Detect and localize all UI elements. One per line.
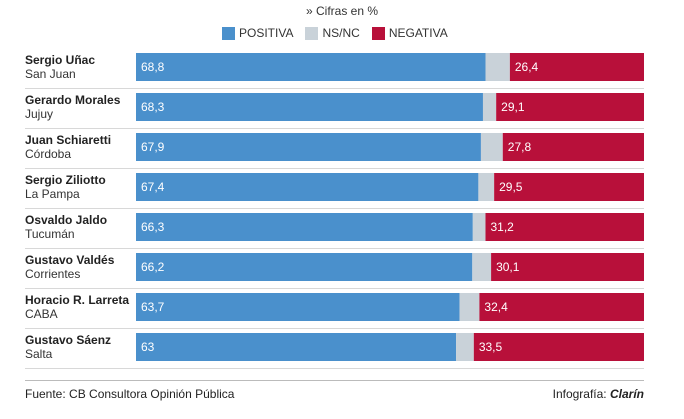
bar-negativa xyxy=(479,293,644,321)
legend-swatch-positiva xyxy=(222,26,235,40)
governor-province: Tucumán xyxy=(25,227,75,241)
bar-negativa xyxy=(509,53,644,81)
legend-item-nsnc: NS/NC xyxy=(305,26,360,40)
data-label-negativa: 31,2 xyxy=(491,220,515,234)
governor-province: San Juan xyxy=(25,67,76,81)
data-label-positiva: 63,7 xyxy=(141,300,165,314)
bar-nsnc xyxy=(478,173,495,201)
governor-name: Sergio Ziliotto xyxy=(25,173,106,187)
bar-nsnc xyxy=(472,213,486,241)
source-note: Fuente: CB Consultora Opinión Pública xyxy=(25,387,235,401)
bar-nsnc xyxy=(459,293,480,321)
bar-negativa xyxy=(502,133,644,161)
bar-negativa xyxy=(473,333,644,361)
bar-negativa xyxy=(485,213,644,241)
bar-positiva xyxy=(136,93,483,121)
governor-province: Corrientes xyxy=(25,267,80,281)
data-label-positiva: 68,8 xyxy=(141,60,165,74)
governor-name: Osvaldo Jaldo xyxy=(25,213,107,227)
bar-negativa xyxy=(491,253,644,281)
governor-name: Horacio R. Larreta xyxy=(25,293,129,307)
data-label-negativa: 29,1 xyxy=(501,100,525,114)
governor-province: Jujuy xyxy=(25,107,53,121)
credit-brand: Clarín xyxy=(609,387,644,401)
bar-positiva xyxy=(136,173,479,201)
data-label-negativa: 27,8 xyxy=(508,140,532,154)
legend-swatch-negativa xyxy=(371,26,385,40)
bar-nsnc xyxy=(456,333,474,361)
legend-label-positiva: POSITIVA xyxy=(239,26,294,40)
bar-nsnc xyxy=(480,133,503,161)
bar-nsnc xyxy=(472,253,492,281)
governor-province: Córdoba xyxy=(25,147,71,161)
data-label-positiva: 67,4 xyxy=(141,180,165,194)
data-label-negativa: 30,1 xyxy=(496,260,520,274)
data-label-negativa: 29,5 xyxy=(499,180,523,194)
governor-province: CABA xyxy=(25,307,58,321)
bar-positiva xyxy=(136,213,473,241)
legend-item-positiva: POSITIVA xyxy=(222,26,293,40)
bar-negativa xyxy=(496,93,644,121)
data-label-negativa: 32,4 xyxy=(484,300,508,314)
governor-name: Juan Schiaretti xyxy=(25,133,111,147)
credit-label: Infografía: xyxy=(552,387,610,401)
legend-swatch-nsnc xyxy=(305,26,319,40)
chart-subtitle: » Cifras en % xyxy=(305,4,379,18)
data-label-positiva: 67,9 xyxy=(141,140,165,154)
legend-item-negativa: NEGATIVA xyxy=(371,26,448,40)
governor-province: La Pampa xyxy=(25,187,80,201)
governor-name: Gustavo Sáenz xyxy=(25,333,111,347)
governor-name: Gustavo Valdés xyxy=(25,253,115,267)
governor-province: Salta xyxy=(25,347,53,361)
legend-label-negativa: NEGATIVA xyxy=(388,26,448,40)
chart-legend: POSITIVA NS/NC NEGATIVA xyxy=(222,26,460,40)
bar-positiva xyxy=(136,333,457,361)
bar-nsnc xyxy=(485,53,510,81)
data-label-negativa: 33,5 xyxy=(479,340,503,354)
bar-positiva xyxy=(136,133,481,161)
legend-label-nsnc: NS/NC xyxy=(322,26,360,40)
bar-positiva xyxy=(136,253,473,281)
credit: Infografía: Clarín xyxy=(553,387,644,401)
governor-name: Gerardo Morales xyxy=(25,93,121,107)
bar-negativa xyxy=(494,173,644,201)
data-label-positiva: 63 xyxy=(141,340,155,354)
bar-positiva xyxy=(136,53,486,81)
bar-positiva xyxy=(136,293,460,321)
chart-footer: Fuente: CB Consultora Opinión Pública In… xyxy=(25,380,644,401)
data-label-positiva: 66,3 xyxy=(141,220,165,234)
data-label-positiva: 68,3 xyxy=(141,100,165,114)
data-label-negativa: 26,4 xyxy=(515,60,539,74)
governor-name: Sergio Uñac xyxy=(25,53,95,67)
bar-nsnc xyxy=(482,93,497,121)
data-label-positiva: 66,2 xyxy=(141,260,165,274)
